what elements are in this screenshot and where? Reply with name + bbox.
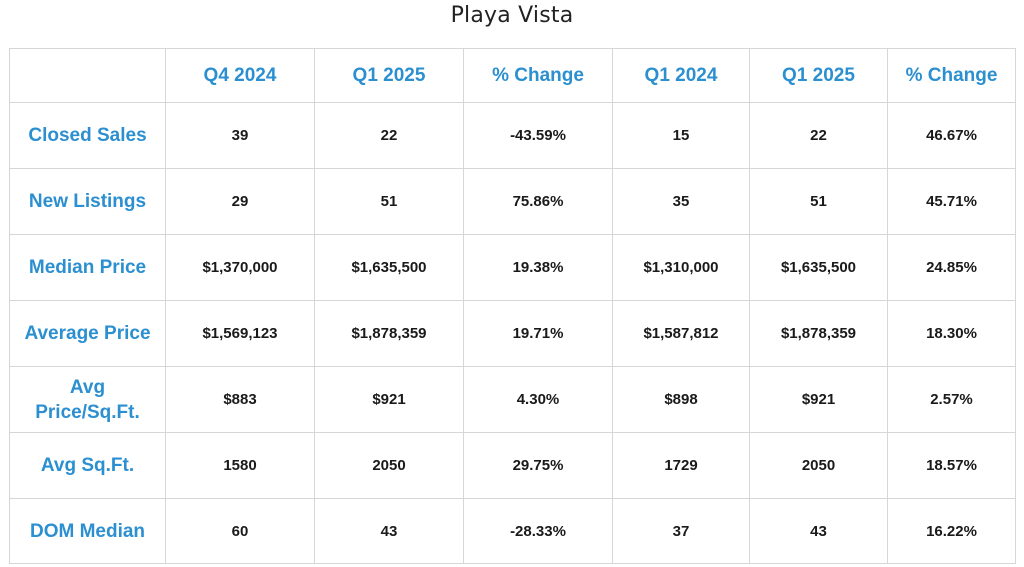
table-cell: 2.57% [887, 366, 1016, 433]
table-cell: $883 [165, 366, 315, 433]
stats-table: Q4 2024 Q1 2025 % Change Q1 2024 Q1 2025… [9, 48, 1016, 564]
table-cell: 45.71% [887, 168, 1016, 235]
table-cell: 35 [612, 168, 750, 235]
table-cell: 60 [165, 498, 315, 564]
row-label: Median Price [9, 234, 166, 301]
row-label: Closed Sales [9, 102, 166, 169]
table-cell: $1,878,359 [749, 300, 888, 367]
row-label: Avg Sq.Ft. [9, 432, 166, 499]
table-cell: 29 [165, 168, 315, 235]
table-cell: -43.59% [463, 102, 613, 169]
table-cell: $1,310,000 [612, 234, 750, 301]
page-title: Playa Vista [450, 3, 574, 28]
table-cell: 16.22% [887, 498, 1016, 564]
table-cell: $1,635,500 [314, 234, 464, 301]
table-cell: 1580 [165, 432, 315, 499]
table-cell: 15 [612, 102, 750, 169]
table-cell: $898 [612, 366, 750, 433]
table-cell: 43 [314, 498, 464, 564]
table-row: Avg Price/Sq.Ft. $883 $921 4.30% $898 $9… [9, 366, 1016, 433]
table-cell: 19.71% [463, 300, 613, 367]
table-row: Average Price $1,569,123 $1,878,359 19.7… [9, 300, 1016, 367]
table-cell: 46.67% [887, 102, 1016, 169]
table-cell: $1,635,500 [749, 234, 888, 301]
table-cell: 2050 [314, 432, 464, 499]
column-header: Q1 2025 [749, 48, 888, 103]
table-cell: 4.30% [463, 366, 613, 433]
table-row: Avg Sq.Ft. 1580 2050 29.75% 1729 2050 18… [9, 432, 1016, 499]
table-row: DOM Median 60 43 -28.33% 37 43 16.22% [9, 498, 1016, 564]
table-cell: 43 [749, 498, 888, 564]
table-cell: 75.86% [463, 168, 613, 235]
table-cell: 1729 [612, 432, 750, 499]
table-row: Closed Sales 39 22 -43.59% 15 22 46.67% [9, 102, 1016, 169]
table-cell: 39 [165, 102, 315, 169]
table-cell: 37 [612, 498, 750, 564]
column-header: % Change [887, 48, 1016, 103]
row-label: Avg Price/Sq.Ft. [9, 366, 166, 433]
table-cell: 18.57% [887, 432, 1016, 499]
table-cell: 22 [749, 102, 888, 169]
table-cell: $921 [749, 366, 888, 433]
table-cell: 51 [749, 168, 888, 235]
table-cell: $921 [314, 366, 464, 433]
column-header: Q1 2025 [314, 48, 464, 103]
table-cell: 24.85% [887, 234, 1016, 301]
column-header: Q4 2024 [165, 48, 315, 103]
table-cell: 19.38% [463, 234, 613, 301]
table-cell: 29.75% [463, 432, 613, 499]
table-cell: 51 [314, 168, 464, 235]
row-label-text: Avg Price/Sq.Ft. [35, 376, 140, 423]
column-header [9, 48, 166, 103]
table-cell: $1,370,000 [165, 234, 315, 301]
table-cell: $1,878,359 [314, 300, 464, 367]
header-row: Q4 2024 Q1 2025 % Change Q1 2024 Q1 2025… [9, 48, 1016, 103]
table-cell: -28.33% [463, 498, 613, 564]
row-label: New Listings [9, 168, 166, 235]
row-label: Average Price [9, 300, 166, 367]
row-label: DOM Median [9, 498, 166, 564]
table-cell: 18.30% [887, 300, 1016, 367]
column-header: % Change [463, 48, 613, 103]
table-cell: $1,587,812 [612, 300, 750, 367]
table-row: New Listings 29 51 75.86% 35 51 45.71% [9, 168, 1016, 235]
table-cell: $1,569,123 [165, 300, 315, 367]
column-header: Q1 2024 [612, 48, 750, 103]
table-cell: 22 [314, 102, 464, 169]
table-row: Median Price $1,370,000 $1,635,500 19.38… [9, 234, 1016, 301]
table-cell: 2050 [749, 432, 888, 499]
